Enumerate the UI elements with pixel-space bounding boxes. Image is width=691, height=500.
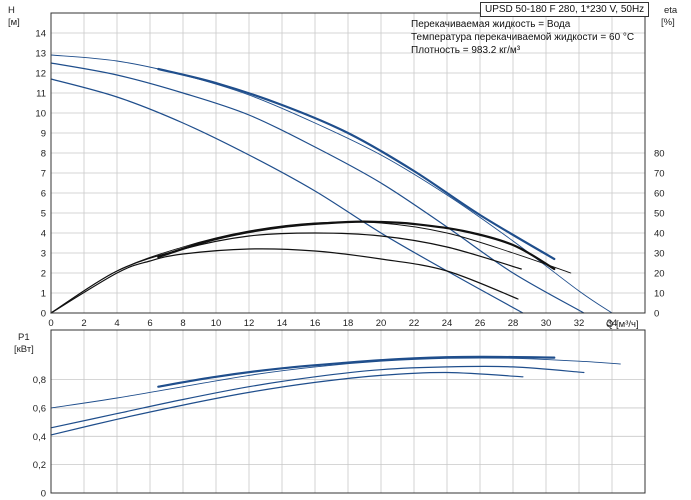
head-efficiency-curves [50, 54, 613, 314]
power-thin-curve [50, 357, 621, 409]
flow-tick-label: 12 [244, 318, 255, 329]
flow-tick-label: 14 [277, 318, 288, 329]
head-thin-curve [50, 54, 613, 314]
condition-temperature: Температура перекачиваемой жидкости = 60… [411, 32, 635, 43]
pump-model-title: UPSD 50-180 F 280, 1*230 V, 50Hz [480, 2, 650, 17]
efficiency-tick-label: 40 [654, 229, 665, 240]
condition-density: Плотность = 983.2 кг/м³ [411, 45, 521, 56]
power-tick-label: 0 [41, 489, 46, 500]
efficiency-tick-label: 30 [654, 249, 665, 260]
axes: 0 2 4 6 8 10 12 14 16 18 20 22 24 26 28 30 32 34012345678… [33, 12, 665, 500]
efficiency-tick-label: 20 [654, 269, 665, 280]
head-tick-label: 0 [41, 309, 46, 320]
flow-tick-label: 4 [114, 318, 119, 329]
efficiency-tick-label: 60 [654, 189, 665, 200]
head-bold-curve [157, 67, 556, 261]
flow-tick-label: 30 [541, 318, 552, 329]
flow-tick-label: 22 [409, 318, 420, 329]
head-axis-label-symbol: H [8, 5, 15, 16]
head-curve [50, 62, 585, 314]
efficiency-tick-label: 10 [654, 289, 665, 300]
head-tick-label: 4 [41, 229, 46, 240]
flow-tick-label: 28 [508, 318, 519, 329]
flow-tick-label: 6 [147, 318, 152, 329]
head-tick-label: 6 [41, 189, 46, 200]
power-tick-label: 0,8 [33, 375, 46, 386]
head-tick-label: 12 [35, 69, 46, 80]
power-panel-frame [50, 329, 646, 494]
efficiency-tick-label: 0 [654, 309, 659, 320]
head-tick-label: 14 [35, 29, 46, 40]
flow-tick-label: 34 [607, 318, 618, 329]
flow-tick-label: 0 [48, 318, 53, 329]
flow-tick-label: 2 [81, 318, 86, 329]
head-tick-label: 2 [41, 269, 46, 280]
power-panel-grid [50, 330, 646, 494]
flow-axis-label: Q [м³/ч] [606, 319, 639, 330]
power-tick-label: 0,6 [33, 403, 46, 414]
condition-liquid: Перекачиваемая жидкость = Вода [411, 19, 571, 30]
flow-tick-label: 18 [343, 318, 354, 329]
power-tick-label: 0,4 [33, 432, 46, 443]
head-tick-label: 3 [41, 249, 46, 260]
flow-tick-label: 20 [376, 318, 387, 329]
efficiency-tick-label: 80 [654, 149, 665, 160]
head-tick-label: 8 [41, 149, 46, 160]
flow-tick-label: 16 [310, 318, 321, 329]
head-tick-label: 7 [41, 169, 46, 180]
head-tick-label: 1 [41, 289, 46, 300]
power-bold-curve [157, 355, 556, 388]
efficiency-bold-curve [157, 220, 556, 271]
efficiency-curve [50, 248, 519, 314]
efficiency-tick-label: 70 [654, 169, 665, 180]
efficiency-curve [50, 232, 522, 314]
flow-tick-label: 8 [180, 318, 185, 329]
head-panel-frame [50, 12, 646, 314]
power-axis-label-symbol: P1 [18, 332, 30, 343]
flow-tick-label: 24 [442, 318, 453, 329]
head-tick-label: 10 [35, 109, 46, 120]
power-curve [50, 371, 524, 436]
efficiency-axis-label-unit: [%] [661, 17, 675, 28]
efficiency-tick-label: 50 [654, 209, 665, 220]
power-tick-label: 0,2 [33, 460, 46, 471]
head-tick-label: 9 [41, 129, 46, 140]
flow-tick-label: 32 [574, 318, 585, 329]
head-tick-label: 5 [41, 209, 46, 220]
head-tick-label: 13 [35, 49, 46, 60]
power-curve [50, 365, 585, 429]
power-curves [50, 355, 621, 436]
head-tick-label: 11 [36, 89, 46, 100]
power-axis-label-unit: [кВт] [14, 344, 34, 355]
efficiency-axis-label-symbol: eta [664, 5, 678, 16]
head-axis-label-unit: [м] [8, 17, 20, 28]
flow-tick-label: 10 [211, 318, 222, 329]
flow-tick-label: 26 [475, 318, 486, 329]
